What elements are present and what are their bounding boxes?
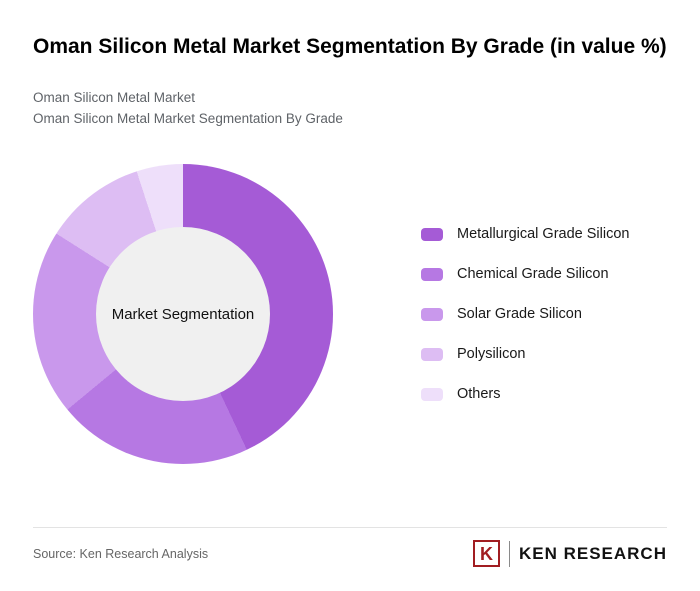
ken-research-logo-text: KEN RESEARCH xyxy=(518,543,667,563)
page-title: Oman Silicon Metal Market Segmentation B… xyxy=(33,35,667,58)
donut-chart-wrapper: Market Segmentation xyxy=(33,164,333,465)
ken-research-logo-mark-icon: K xyxy=(472,540,500,567)
legend-label: Solar Grade Silicon xyxy=(457,306,582,323)
subtitle-block: Oman Silicon Metal Market Oman Silicon M… xyxy=(33,88,667,130)
legend-item: Polysilicon xyxy=(421,346,629,362)
legend-label: Chemical Grade Silicon xyxy=(457,266,609,283)
subtitle-segmentation: Oman Silicon Metal Market Segmentation B… xyxy=(33,111,343,127)
legend-label: Others xyxy=(457,386,501,403)
donut-center-label: Market Segmentation xyxy=(111,305,255,323)
ken-research-logo: K KEN RESEARCH xyxy=(472,540,667,567)
legend-item: Others xyxy=(421,386,629,402)
chart-legend: Metallurgical Grade Silicon Chemical Grad… xyxy=(421,226,629,402)
legend-swatch-icon xyxy=(421,307,443,321)
legend-swatch-icon xyxy=(421,387,443,401)
legend-swatch-icon xyxy=(421,227,443,241)
legend-label: Polysilicon xyxy=(457,346,526,363)
logo-separator xyxy=(508,540,510,567)
legend-label: Metallurgical Grade Silicon xyxy=(457,226,630,243)
legend-swatch-icon xyxy=(421,347,443,361)
footer-divider xyxy=(33,527,667,528)
donut-hole: Market Segmentation xyxy=(96,227,270,402)
legend-swatch-icon xyxy=(421,267,443,281)
subtitle-market: Oman Silicon Metal Market xyxy=(33,90,196,106)
footer: Source: Ken Research Analysis K KEN RESE… xyxy=(33,527,667,567)
source-text: Source: Ken Research Analysis xyxy=(33,546,209,561)
chart-area: Market Segmentation Metallurgical Grade … xyxy=(33,164,667,465)
legend-item: Chemical Grade Silicon xyxy=(421,266,629,282)
legend-item: Metallurgical Grade Silicon xyxy=(421,226,629,242)
legend-item: Solar Grade Silicon xyxy=(421,306,629,322)
footer-row: Source: Ken Research Analysis K KEN RESE… xyxy=(33,540,667,567)
